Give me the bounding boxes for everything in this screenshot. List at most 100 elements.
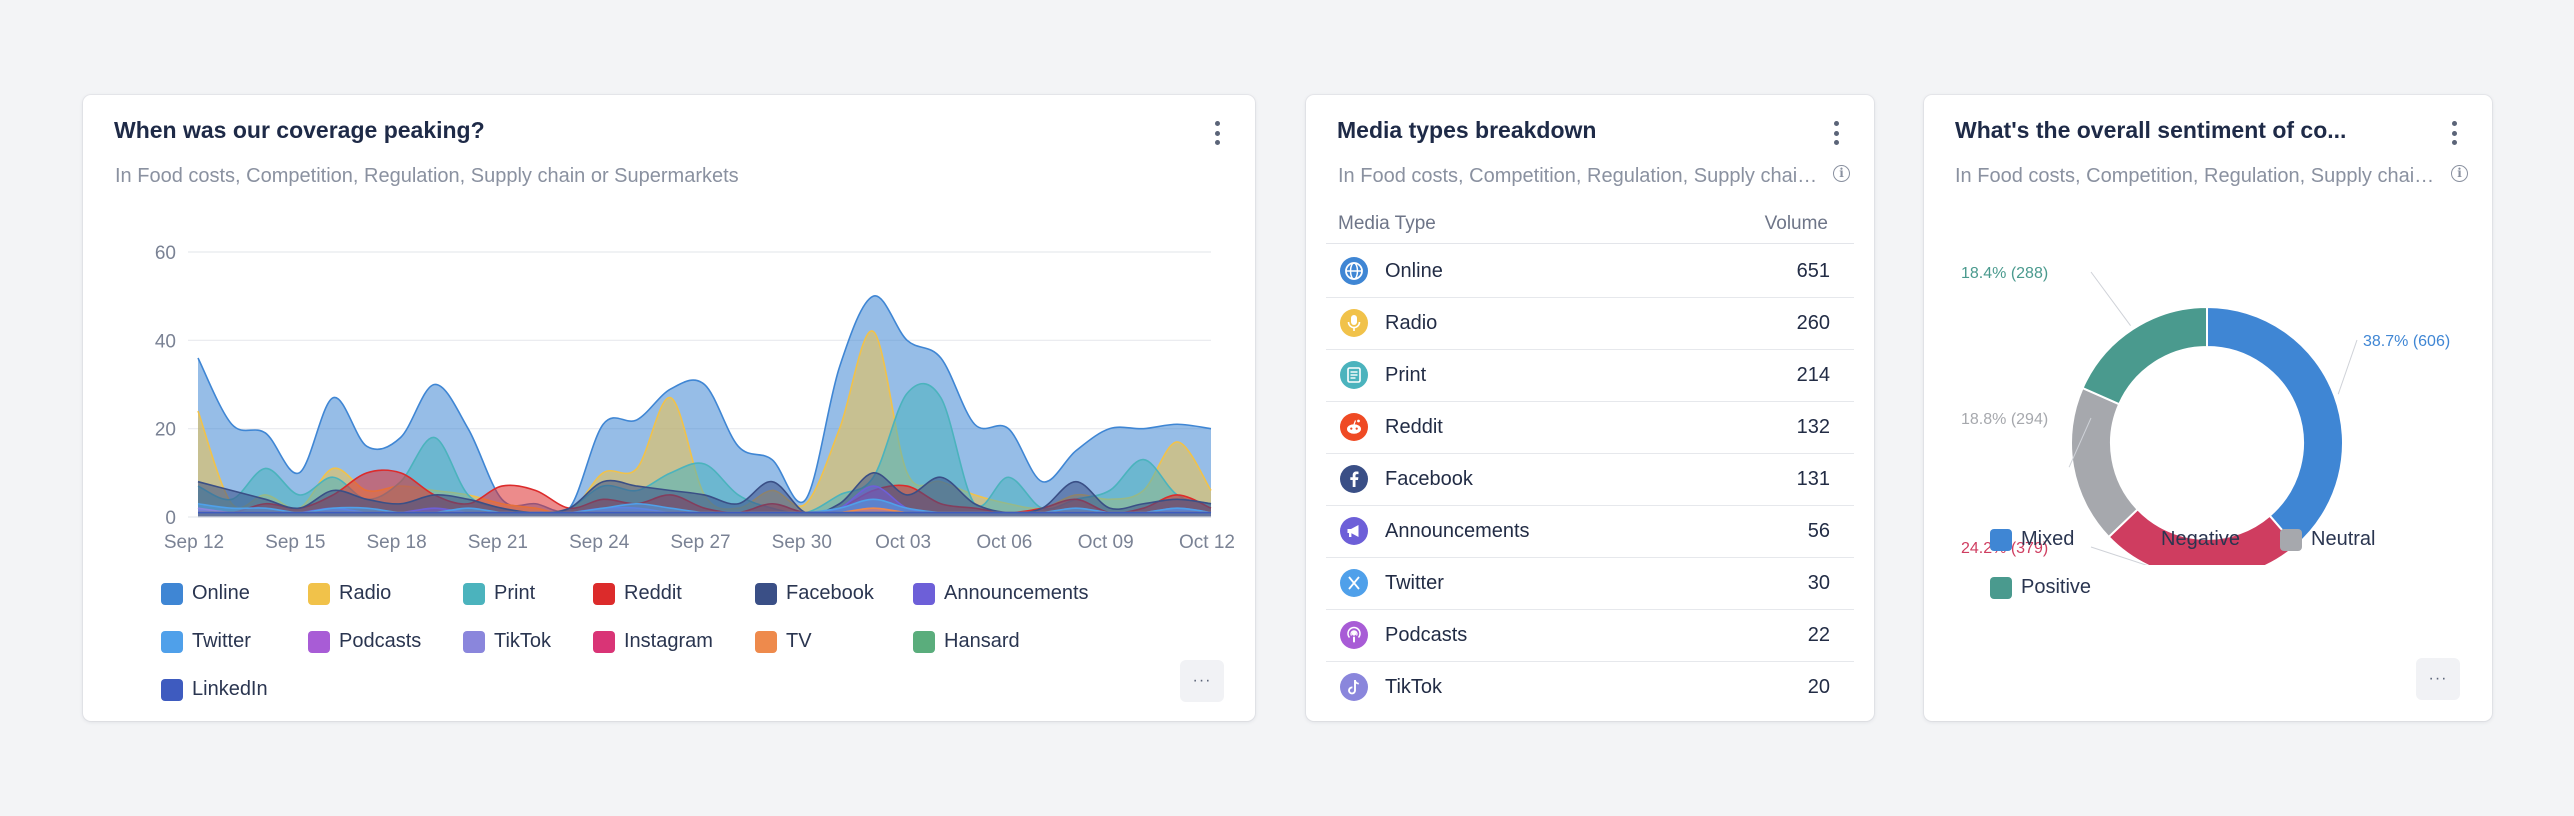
legend-label: Hansard <box>944 630 1020 652</box>
media-type-label: Print <box>1385 363 1427 386</box>
info-icon[interactable]: i <box>2451 165 2468 182</box>
x-tick-label: Sep 12 <box>164 532 224 553</box>
globe-icon <box>1340 257 1368 285</box>
legend-item-podcasts[interactable]: Podcasts <box>308 630 421 653</box>
legend-item-online[interactable]: Online <box>161 582 250 605</box>
col-media-type[interactable]: Media Type <box>1338 213 1436 234</box>
legend-swatch <box>161 582 183 605</box>
legend-label: Announcements <box>944 582 1089 604</box>
media-volume: 214 <box>1796 363 1830 386</box>
media-types-card: Media types breakdown In Food costs, Com… <box>1306 95 1874 721</box>
sentiment-card: What's the overall sentiment of co... In… <box>1924 95 2492 721</box>
media-row-reddit[interactable]: Reddit 132 <box>1326 401 1854 454</box>
y-tick-label: 20 <box>155 420 176 441</box>
x-tick-label: Sep 15 <box>265 532 325 553</box>
media-volume: 56 <box>1807 519 1830 542</box>
media-type-label: Twitter <box>1385 571 1444 594</box>
legend-item-neutral[interactable]: Neutral <box>2280 528 2375 551</box>
media-row-podcasts[interactable]: Podcasts 22 <box>1326 609 1854 662</box>
legend-label: Mixed <box>2021 528 2075 550</box>
legend-swatch <box>161 630 183 653</box>
media-row-announcements[interactable]: Announcements 56 <box>1326 505 1854 558</box>
sentiment-menu-icon[interactable] <box>2450 121 2458 145</box>
x-tick-label: Oct 09 <box>1078 532 1134 553</box>
legend-swatch <box>593 582 615 605</box>
media-type-label: TikTok <box>1385 675 1443 698</box>
legend-label: Neutral <box>2311 528 2376 550</box>
x-tick-label: Sep 27 <box>670 532 730 553</box>
legend-label: Radio <box>339 582 392 604</box>
coverage-menu-icon[interactable] <box>1213 121 1221 145</box>
media-table-header: Media Type Volume <box>1326 205 1854 244</box>
legend-item-instagram[interactable]: Instagram <box>593 630 713 653</box>
donut-slice-mixed[interactable] <box>2206 305 2344 548</box>
media-row-online[interactable]: Online 651 <box>1326 245 1854 298</box>
legend-item-linkedin[interactable]: LinkedIn <box>161 678 268 701</box>
col-volume[interactable]: Volume <box>1764 213 1828 234</box>
legend-swatch <box>2130 528 2152 551</box>
media-row-tiktok[interactable]: TikTok 20 <box>1326 661 1854 713</box>
donut-label-connector <box>2090 546 2148 565</box>
legend-item-reddit[interactable]: Reddit <box>593 582 682 605</box>
coverage-more-button[interactable]: ··· <box>1180 660 1224 702</box>
legend-item-facebook[interactable]: Facebook <box>755 582 874 605</box>
legend-item-radio[interactable]: Radio <box>308 582 391 605</box>
x-twitter-icon <box>1340 569 1368 597</box>
legend-item-hansard[interactable]: Hansard <box>913 630 1020 653</box>
media-volume: 651 <box>1796 259 1830 282</box>
legend-label: LinkedIn <box>192 678 268 700</box>
legend-swatch <box>755 630 777 653</box>
donut-slice-neutral[interactable] <box>2070 386 2140 539</box>
legend-label: Online <box>192 582 250 604</box>
media-volume: 30 <box>1807 571 1830 594</box>
legend-item-tv[interactable]: TV <box>755 630 812 653</box>
line-series-facebook <box>197 472 1212 515</box>
legend-swatch <box>913 582 935 605</box>
media-type-label: Reddit <box>1385 415 1443 438</box>
media-volume: 20 <box>1807 675 1830 698</box>
y-tick-label: 40 <box>155 331 176 352</box>
donut-data-label-mixed: 38.7% (606) <box>2363 333 2450 350</box>
coverage-card: When was our coverage peaking? In Food c… <box>83 95 1255 721</box>
media-row-radio[interactable]: Radio 260 <box>1326 297 1854 350</box>
legend-swatch <box>2280 528 2302 551</box>
legend-item-tiktok[interactable]: TikTok <box>463 630 551 653</box>
x-tick-label: Oct 03 <box>875 532 931 553</box>
x-tick-label: Sep 21 <box>468 532 528 553</box>
legend-label: Twitter <box>192 630 251 652</box>
media-type-label: Online <box>1385 259 1443 282</box>
legend-swatch <box>161 678 183 701</box>
area-series-linkedin[interactable] <box>198 512 1211 517</box>
donut-data-label-neutral: 18.8% (294) <box>1961 411 2048 428</box>
legend-item-print[interactable]: Print <box>463 582 535 605</box>
donut-label-connector <box>2090 271 2131 326</box>
media-type-label: Announcements <box>1385 519 1530 542</box>
area-series-facebook[interactable] <box>198 472 1211 517</box>
x-tick-label: Sep 30 <box>772 532 832 553</box>
media-types-menu-icon[interactable] <box>1832 121 1840 145</box>
legend-swatch <box>593 630 615 653</box>
legend-item-mixed[interactable]: Mixed <box>1990 528 2074 551</box>
megaphone-icon <box>1340 517 1368 545</box>
legend-label: Print <box>494 582 536 604</box>
legend-label: TikTok <box>494 630 552 652</box>
media-volume: 132 <box>1796 415 1830 438</box>
sentiment-more-button[interactable]: ··· <box>2416 658 2460 700</box>
area-series-print[interactable] <box>198 383 1211 517</box>
x-tick-label: Sep 24 <box>569 532 630 553</box>
media-row-facebook[interactable]: Facebook 131 <box>1326 453 1854 506</box>
legend-swatch <box>755 582 777 605</box>
legend-item-positive[interactable]: Positive <box>1990 576 2091 599</box>
facebook-icon <box>1340 465 1368 493</box>
media-row-twitter[interactable]: Twitter 30 <box>1326 557 1854 610</box>
media-types-subtitle: In Food costs, Competition, Regulation, … <box>1338 165 1824 187</box>
legend-item-negative[interactable]: Negative <box>2130 528 2240 551</box>
legend-label: Facebook <box>786 582 874 604</box>
legend-swatch <box>463 630 485 653</box>
legend-label: Podcasts <box>339 630 422 652</box>
legend-item-announcements[interactable]: Announcements <box>913 582 1089 605</box>
media-row-print[interactable]: Print 214 <box>1326 349 1854 402</box>
legend-item-twitter[interactable]: Twitter <box>161 630 251 653</box>
donut-slice-positive[interactable] <box>2081 305 2208 406</box>
info-icon[interactable]: i <box>1833 165 1850 182</box>
